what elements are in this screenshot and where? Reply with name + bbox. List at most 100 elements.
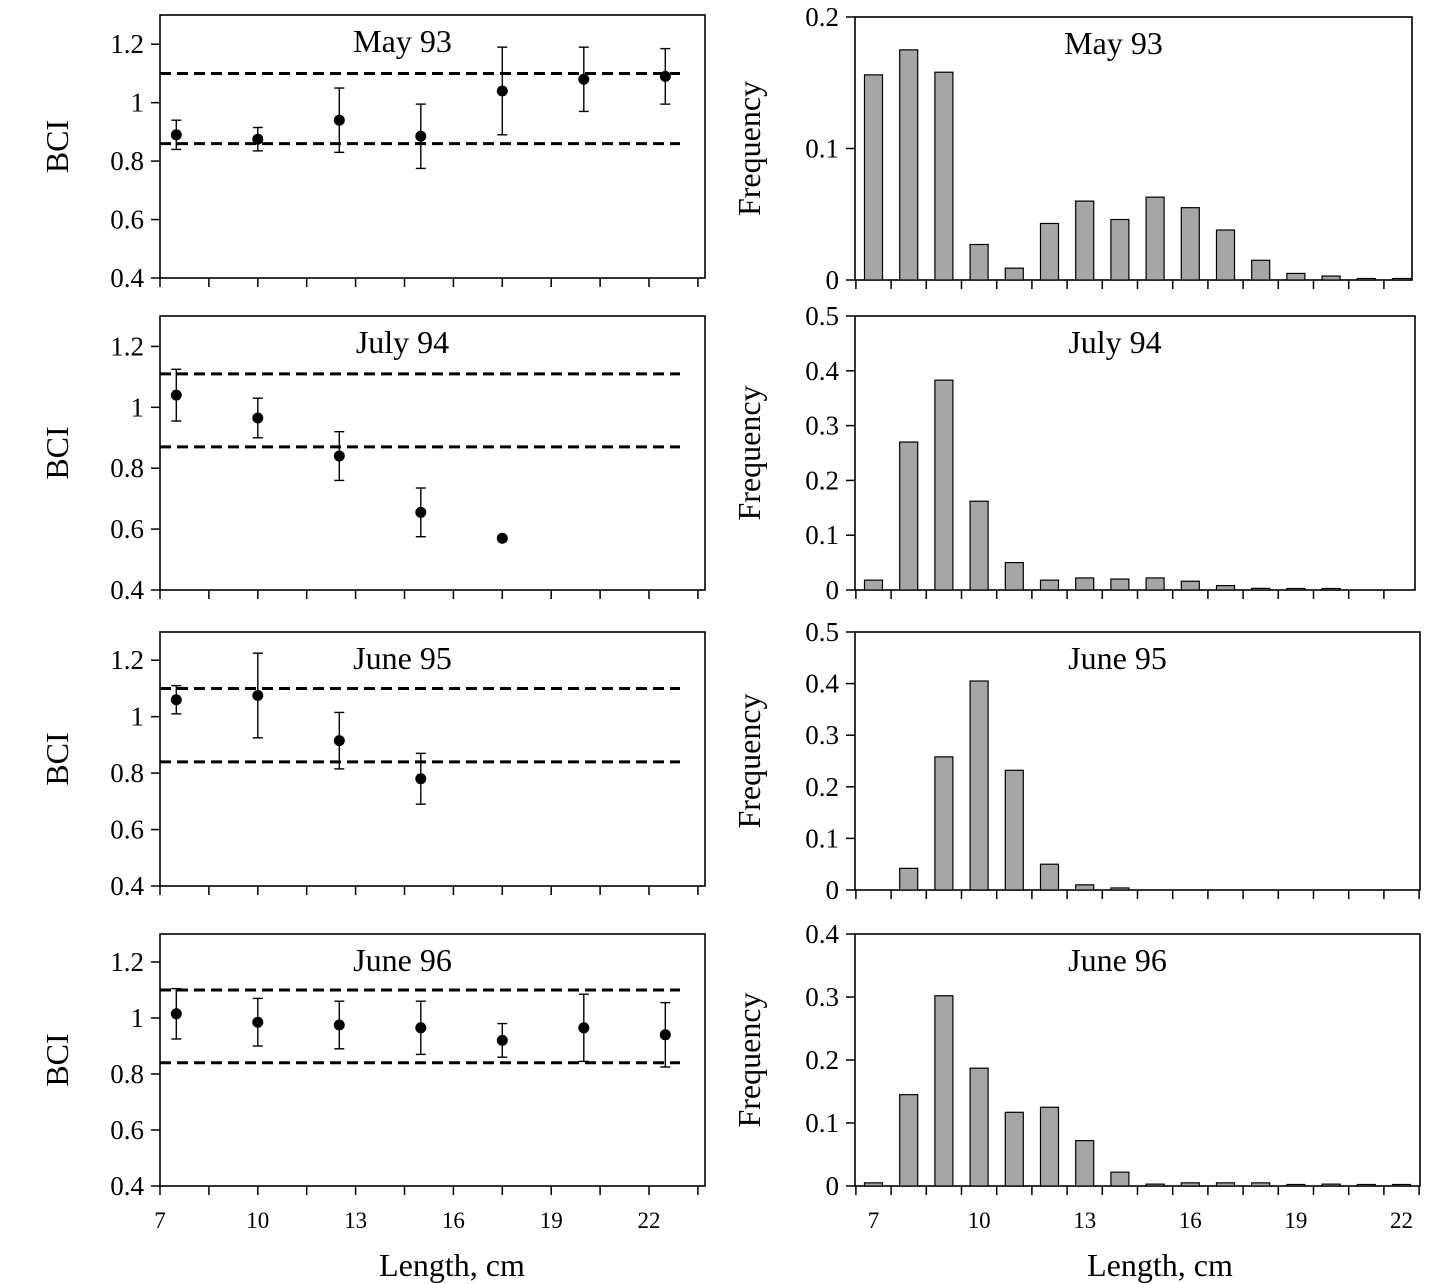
freq-2-panel: 0 0.1 0.2 0.3 0.4 0.5 Frequency July 94: [731, 301, 1416, 605]
freq-3-bar: [1039, 863, 1060, 891]
bci-2-y-tick-label: 1.2: [110, 331, 144, 361]
freq-3-bar: [969, 680, 989, 891]
bci-2-frame: [159, 315, 706, 591]
freq-3-panel: 0 0.1 0.2 0.3 0.4 0.5 Frequency June 95: [731, 617, 1421, 905]
bci-2-data-point: [252, 412, 264, 424]
bci-1-data-point: [333, 114, 345, 126]
freq-2-y-tick-label: 0.4: [805, 356, 839, 386]
freq-1-title: May 93: [1064, 25, 1163, 61]
bci-3-y-axis-title: BCI: [39, 732, 75, 785]
freq-2-bar: [1180, 580, 1200, 591]
bci-2-data-point: [333, 450, 345, 462]
freq-4-bar: [1180, 1182, 1200, 1187]
freq-4-y-tick-label: 0.1: [805, 1108, 839, 1138]
freq-1-bar: [1110, 218, 1130, 281]
bci-1-y-axis-title: BCI: [39, 120, 75, 173]
freq-3-y-axis-title: Frequency: [731, 693, 767, 828]
bci-2-data-point: [415, 506, 427, 518]
freq-4-bar: [934, 995, 954, 1187]
bci-4-panel: 0.4 0.6 0.8 1 1.2 BCI June 96 7 10 13 16 19 22: [39, 933, 706, 1233]
bci-4-x-tick-label: 10: [246, 1208, 269, 1233]
bci-2-data-point: [496, 532, 508, 544]
bci-1-y-tick-label: 1.2: [110, 29, 144, 59]
bci-4-x-tick-label: 16: [442, 1208, 465, 1233]
x-axis-title-left: Length, cm: [379, 1247, 525, 1283]
freq-1-panel: 0 0.1 0.2 Frequency May 93: [731, 2, 1413, 295]
freq-2-y-tick-label: 0: [826, 575, 840, 605]
freq-3-title: June 95: [1068, 640, 1167, 676]
freq-4-bar: [1075, 1140, 1095, 1187]
freq-2-title: July 94: [1068, 324, 1161, 360]
bci-4-title: June 96: [353, 942, 452, 978]
freq-1-y-tick-label: 0.1: [805, 134, 839, 164]
freq-1-y-tick-label: 0.2: [805, 2, 839, 32]
bci-4-x-tick-label: 13: [344, 1208, 367, 1233]
bci-1-data-point: [496, 85, 508, 97]
bci-3-data-point: [252, 690, 264, 701]
freq-4-bar: [1391, 1183, 1412, 1187]
freq-3-bar: [899, 867, 919, 891]
bci-1-data-point: [415, 130, 427, 142]
freq-1-bar: [1321, 275, 1341, 281]
freq-3-y-tick-label: 0.4: [805, 669, 839, 699]
freq-3-y-tick-label: 0.2: [805, 772, 839, 802]
freq-4-y-tick-label: 0.3: [805, 982, 839, 1012]
freq-2-bar: [1251, 587, 1271, 591]
freq-2-bar: [1215, 585, 1236, 591]
bci-4-data-point: [252, 1016, 264, 1028]
freq-4-bar: [1321, 1183, 1341, 1187]
bci-2-panel: 0.4 0.6 0.8 1 1.2 BCI July 94: [39, 315, 706, 605]
freq-1-y-tick-label: 0: [826, 265, 840, 295]
bci-4-y-tick-label: 0.4: [110, 1171, 144, 1201]
bci-1-y-tick-label: 0.4: [110, 263, 144, 293]
bci-1-frame: [159, 14, 706, 279]
freq-2-y-axis-title: Frequency: [731, 385, 767, 520]
bci-1-panel: 0.4 0.6 0.8 1 1.2 BCI May 93: [39, 14, 706, 293]
freq-1-bar: [1004, 267, 1024, 281]
freq-4-bar: [1039, 1106, 1060, 1187]
bci-4-x-tick-label: 7: [154, 1208, 166, 1233]
freq-4-bar: [899, 1094, 919, 1187]
bci-2-y-tick-label: 0.8: [110, 453, 144, 483]
bci-3-y-tick-label: 0.6: [110, 815, 144, 845]
freq-2-bar: [934, 379, 954, 591]
bci-4-data-point: [333, 1019, 345, 1031]
freq-4-y-axis-title: Frequency: [731, 992, 767, 1127]
freq-3-y-tick-label: 0.1: [805, 823, 839, 853]
bci-4-data-point: [415, 1022, 427, 1034]
bci-4-data-point: [659, 1029, 671, 1041]
bci-4-frame: [159, 933, 706, 1187]
bci-2-data-point: [170, 389, 182, 401]
freq-1-bar: [899, 49, 919, 281]
freq-4-bar: [1286, 1183, 1306, 1187]
bci-3-title: June 95: [353, 640, 452, 676]
freq-4-x-tick-label: 7: [868, 1208, 880, 1233]
freq-4-bar: [1145, 1183, 1165, 1187]
freq-2-bar: [899, 441, 919, 591]
bci-2-title: July 94: [356, 324, 449, 360]
bci-1-y-tick-label: 0.8: [110, 146, 144, 176]
freq-1-bar: [1215, 229, 1236, 281]
freq-4-x-tick-label: 19: [1284, 1208, 1307, 1233]
freq-4-bar: [1215, 1182, 1236, 1187]
freq-1-y-axis-title: Frequency: [731, 81, 767, 216]
bci-1-data-point: [170, 129, 182, 141]
bci-3-frame: [159, 631, 706, 887]
freq-4-x-tick-label: 13: [1073, 1208, 1096, 1233]
bci-1-data-point: [252, 133, 264, 145]
freq-2-y-tick-label: 0.3: [805, 411, 839, 441]
bci-4-data-point: [170, 1008, 182, 1020]
freq-1-bar: [1145, 196, 1165, 281]
freq-4-bar: [969, 1067, 989, 1187]
freq-4-y-tick-label: 0.4: [805, 919, 839, 949]
freq-1-bar: [1286, 272, 1306, 281]
freq-2-y-tick-label: 0.2: [805, 465, 839, 495]
freq-2-y-tick-label: 0.1: [805, 520, 839, 550]
bci-1-title: May 93: [353, 23, 452, 59]
bci-3-data-point: [333, 735, 345, 747]
bci-3-y-tick-label: 1: [131, 702, 145, 732]
bci-4-data-point: [578, 1022, 590, 1034]
bci-2-y-tick-label: 1: [131, 392, 145, 422]
bci-4-y-axis-title: BCI: [39, 1033, 75, 1086]
